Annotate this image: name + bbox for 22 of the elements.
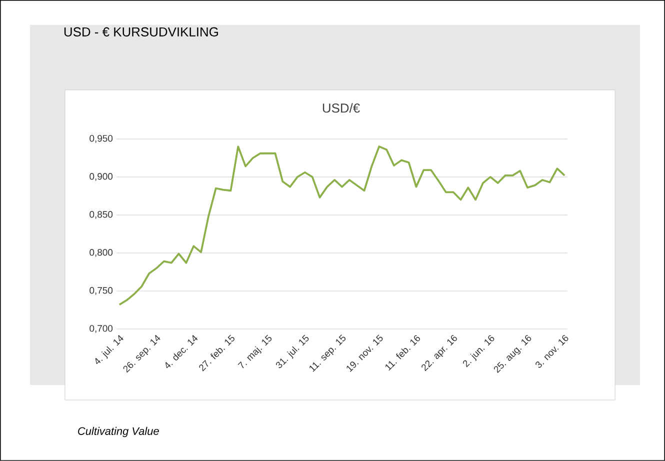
x-tick-label: 26. sep. 14 [123, 334, 160, 373]
x-tick-label: 3. nov. 16 [536, 335, 568, 368]
y-tick-label: 0,700 [90, 325, 113, 333]
y-tick-label: 0,800 [90, 249, 113, 257]
x-tick-label: 11. sep. 15 [310, 334, 346, 372]
x-tick-label: 2. jun. 16 [462, 335, 494, 368]
x-tick-label: 11. feb. 16 [385, 335, 420, 371]
y-tick-label: 0,900 [90, 173, 113, 181]
x-tick-label: 31. jul. 15 [276, 334, 309, 368]
x-tick-label: 25. aug. 16 [494, 335, 532, 374]
x-tick-label: 4. dec. 14 [165, 335, 198, 368]
y-tick-label: 0,850 [90, 211, 113, 219]
chart-title: USD - € KURSUDVIKLING [64, 27, 218, 37]
x-tick-label: 27. feb. 15 [199, 334, 234, 372]
x-tick-label: 22. apr. 16 [422, 335, 457, 372]
y-tick-label: 0,750 [90, 287, 113, 295]
text: Cultivating Value [78, 426, 159, 438]
y-tick-label: 0,950 [90, 135, 113, 143]
x-tick-label: 19. nov. 15 [346, 334, 383, 372]
x-tick-label: 7. maj. 15 [238, 334, 272, 368]
x-tick-label: 4. jul. 14 [95, 335, 124, 364]
chart-subtitle: USD/€ [322, 103, 360, 113]
